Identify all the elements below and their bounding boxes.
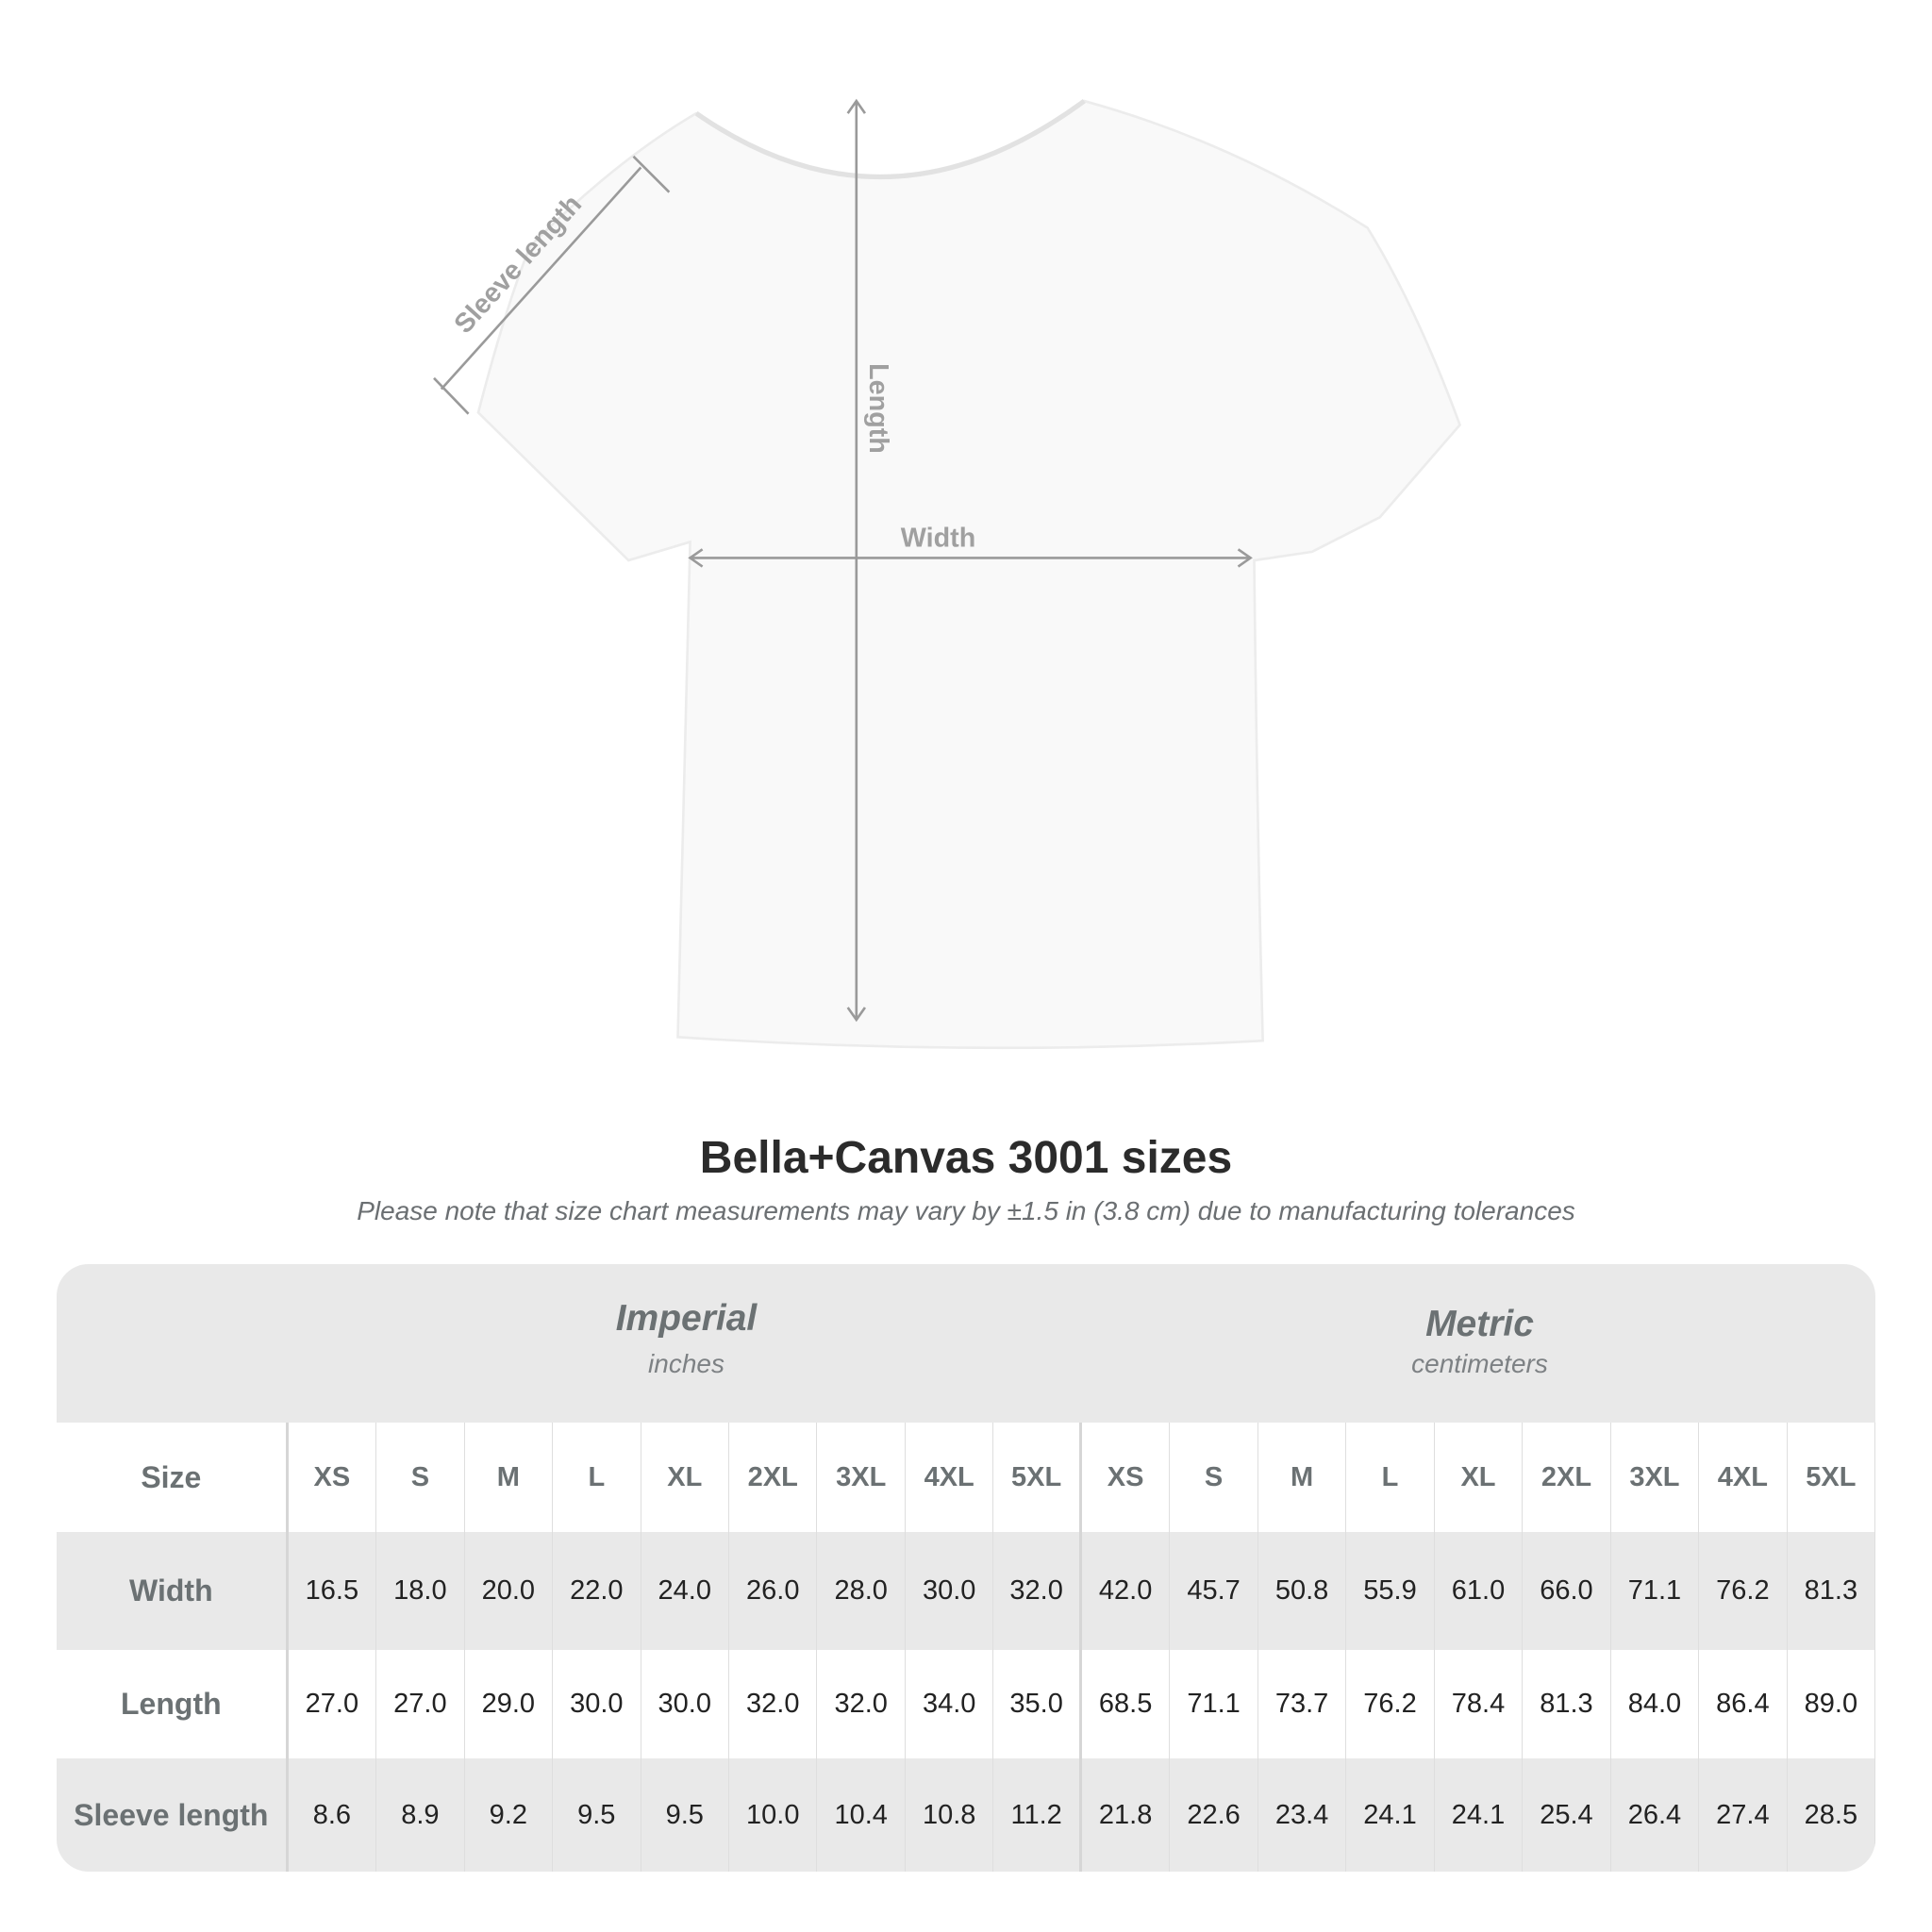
metric-value-cell: 71.1: [1170, 1650, 1258, 1758]
metric-value-cell: 25.4: [1523, 1758, 1611, 1872]
size-header-metric: XS: [1082, 1423, 1171, 1532]
size-header-metric: 2XL: [1523, 1423, 1611, 1532]
metric-value-cell: 81.3: [1523, 1650, 1611, 1758]
imperial-group: Imperial inches: [289, 1264, 1084, 1423]
imperial-value-cell: 30.0: [906, 1532, 994, 1650]
imperial-title: Imperial: [615, 1298, 758, 1339]
metric-value-cell: 81.3: [1788, 1532, 1875, 1650]
metric-value-cell: 71.1: [1611, 1532, 1700, 1650]
imperial-value-cell: 18.0: [376, 1532, 465, 1650]
metric-value-cell: 84.0: [1611, 1650, 1700, 1758]
metric-value-cell: 24.1: [1346, 1758, 1435, 1872]
width-label: Width: [901, 524, 975, 554]
imperial-value-cell: 29.0: [465, 1650, 554, 1758]
size-header-imperial: M: [465, 1423, 554, 1532]
imperial-value-cell: 26.0: [729, 1532, 818, 1650]
metric-value-cell: 73.7: [1258, 1650, 1347, 1758]
metric-group: Metric centimeters: [1084, 1264, 1875, 1423]
page-title: Bella+Canvas 3001 sizes: [699, 1133, 1233, 1183]
measurement-lines: [433, 98, 1253, 1023]
metric-unit: centimeters: [1411, 1349, 1548, 1378]
metric-value-cell: 89.0: [1788, 1650, 1875, 1758]
imperial-value-cell: 20.0: [465, 1532, 554, 1650]
metric-value-cell: 21.8: [1082, 1758, 1171, 1872]
imperial-value-cell: 28.0: [817, 1532, 906, 1650]
size-header-metric: M: [1258, 1423, 1347, 1532]
metric-value-cell: 78.4: [1435, 1650, 1524, 1758]
metric-value-cell: 22.6: [1170, 1758, 1258, 1872]
metric-value-cell: 68.5: [1082, 1650, 1171, 1758]
metric-value-cell: 45.7: [1170, 1532, 1258, 1650]
imperial-value-cell: 32.0: [729, 1650, 818, 1758]
size-header-imperial: 5XL: [993, 1423, 1082, 1532]
row-label: Sleeve length: [57, 1758, 289, 1872]
imperial-value-cell: 10.4: [817, 1758, 906, 1872]
imperial-value-cell: 35.0: [993, 1650, 1082, 1758]
tshirt-diagram: Sleeve length Length Width: [433, 98, 1462, 1050]
metric-value-cell: 66.0: [1523, 1532, 1611, 1650]
imperial-value-cell: 27.0: [376, 1650, 465, 1758]
imperial-value-cell: 24.0: [641, 1532, 729, 1650]
size-header-imperial: S: [376, 1423, 465, 1532]
row-label: Size: [57, 1423, 289, 1532]
metric-value-cell: 50.8: [1258, 1532, 1347, 1650]
imperial-value-cell: 11.2: [993, 1758, 1082, 1872]
imperial-value-cell: 16.5: [289, 1532, 377, 1650]
size-header-imperial: XS: [289, 1423, 377, 1532]
imperial-value-cell: 22.0: [553, 1532, 641, 1650]
metric-value-cell: 86.4: [1699, 1650, 1788, 1758]
imperial-value-cell: 9.2: [465, 1758, 554, 1872]
size-header-imperial: XL: [641, 1423, 729, 1532]
imperial-value-cell: 30.0: [553, 1650, 641, 1758]
metric-value-cell: 76.2: [1346, 1650, 1435, 1758]
metric-value-cell: 24.1: [1435, 1758, 1524, 1872]
metric-value-cell: 27.4: [1699, 1758, 1788, 1872]
size-header-metric: XL: [1435, 1423, 1524, 1532]
imperial-unit: inches: [648, 1349, 724, 1378]
imperial-value-cell: 32.0: [993, 1532, 1082, 1650]
metric-title: Metric: [1425, 1304, 1534, 1344]
imperial-value-cell: 9.5: [641, 1758, 729, 1872]
imperial-value-cell: 32.0: [817, 1650, 906, 1758]
size-header-metric: S: [1170, 1423, 1258, 1532]
size-table: Imperial inches Metric centimeters Size X…: [57, 1264, 1875, 1872]
table-row: Length 27.0 27.0 29.0 30.0 30.0 32.0 32.0 34.0 35…: [57, 1650, 1875, 1758]
metric-value-cell: 26.4: [1611, 1758, 1700, 1872]
imperial-value-cell: 10.0: [729, 1758, 818, 1872]
length-label: Length: [863, 363, 893, 454]
metric-value-cell: 61.0: [1435, 1532, 1524, 1650]
imperial-value-cell: 30.0: [641, 1650, 729, 1758]
size-header-metric: 4XL: [1699, 1423, 1788, 1532]
size-header-metric: L: [1346, 1423, 1435, 1532]
row-label: Length: [57, 1650, 289, 1758]
size-header-row: Size XS S M L XL 2XL 3XL 4XL 5XL XS S M L XL 2XL 3XL 4XL 5…: [57, 1423, 1875, 1532]
imperial-value-cell: 27.0: [289, 1650, 377, 1758]
collar: [694, 98, 1086, 179]
metric-value-cell: 28.5: [1788, 1758, 1875, 1872]
size-header-metric: 3XL: [1611, 1423, 1700, 1532]
imperial-value-cell: 9.5: [553, 1758, 641, 1872]
metric-value-cell: 55.9: [1346, 1532, 1435, 1650]
imperial-value-cell: 8.6: [289, 1758, 377, 1872]
table-row: Width 16.5 18.0 20.0 22.0 24.0 26.0 28.0 30.0 32.…: [57, 1532, 1875, 1650]
imperial-value-cell: 34.0: [906, 1650, 994, 1758]
metric-value-cell: 76.2: [1699, 1532, 1788, 1650]
table-row: Sleeve length 8.6 8.9 9.2 9.5 9.5 10.0 10.4 10.8…: [57, 1758, 1875, 1872]
imperial-value-cell: 8.9: [376, 1758, 465, 1872]
metric-value-cell: 23.4: [1258, 1758, 1347, 1872]
row-label: Width: [57, 1532, 289, 1650]
size-header-imperial: 2XL: [729, 1423, 818, 1532]
metric-value-cell: 42.0: [1082, 1532, 1171, 1650]
size-header-imperial: 4XL: [906, 1423, 994, 1532]
size-header-metric: 5XL: [1788, 1423, 1875, 1532]
tshirt-shape: [476, 99, 1462, 1050]
imperial-value-cell: 10.8: [906, 1758, 994, 1872]
size-header-imperial: L: [553, 1423, 641, 1532]
size-header-imperial: 3XL: [817, 1423, 906, 1532]
tolerance-note: Please note that size chart measurements…: [357, 1196, 1575, 1225]
